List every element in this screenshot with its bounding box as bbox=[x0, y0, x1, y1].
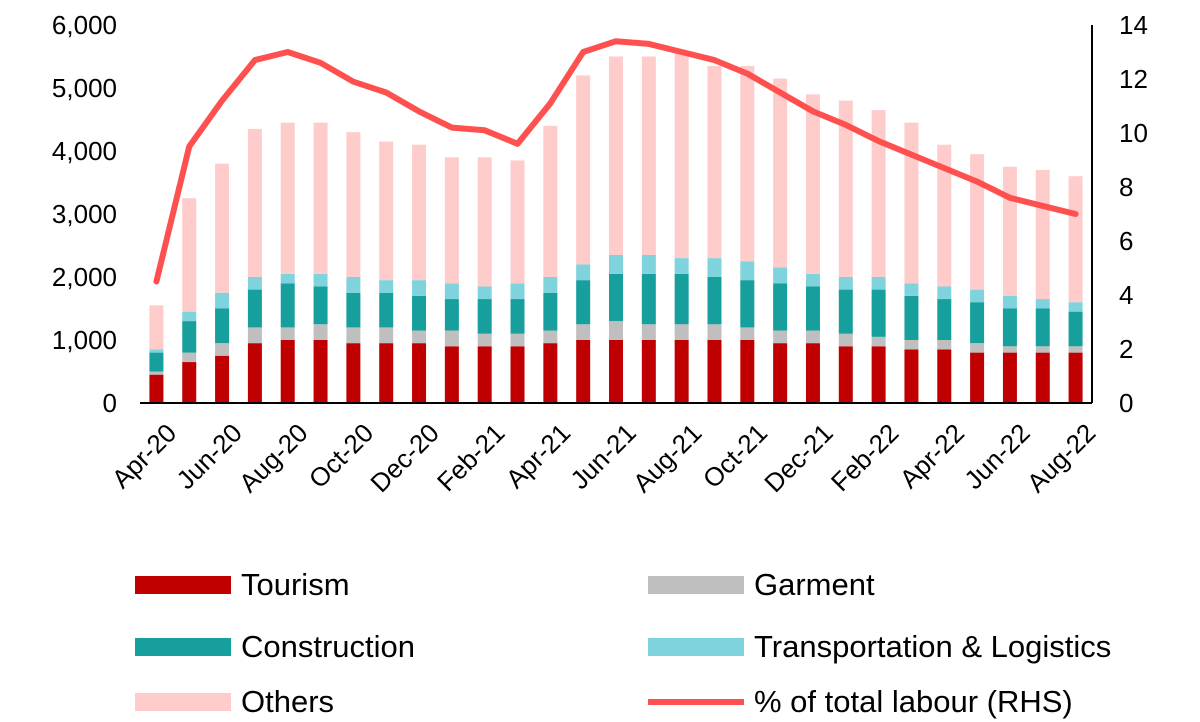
legend-item-garment: Garment bbox=[648, 565, 875, 605]
legend-label-garment: Garment bbox=[754, 567, 875, 603]
legend-label-pct-labour: % of total labour (RHS) bbox=[754, 684, 1073, 720]
legend-label-construction: Construction bbox=[241, 629, 415, 665]
legend-swatch-construction bbox=[135, 638, 231, 656]
legend: Tourism Garment Construction Transportat… bbox=[0, 0, 1200, 700]
legend-swatch-others bbox=[135, 693, 231, 711]
legend-item-others: Others bbox=[135, 682, 334, 722]
legend-label-transportation: Transportation & Logistics bbox=[754, 629, 1111, 665]
legend-swatch-tourism bbox=[135, 576, 231, 594]
legend-item-transportation: Transportation & Logistics bbox=[648, 627, 1111, 667]
legend-swatch-garment bbox=[648, 576, 744, 594]
legend-item-pct-labour: % of total labour (RHS) bbox=[648, 682, 1073, 722]
legend-swatch-transportation bbox=[648, 638, 744, 656]
legend-label-tourism: Tourism bbox=[241, 567, 350, 603]
legend-item-tourism: Tourism bbox=[135, 565, 350, 605]
legend-label-others: Others bbox=[241, 684, 334, 720]
legend-item-construction: Construction bbox=[135, 627, 415, 667]
